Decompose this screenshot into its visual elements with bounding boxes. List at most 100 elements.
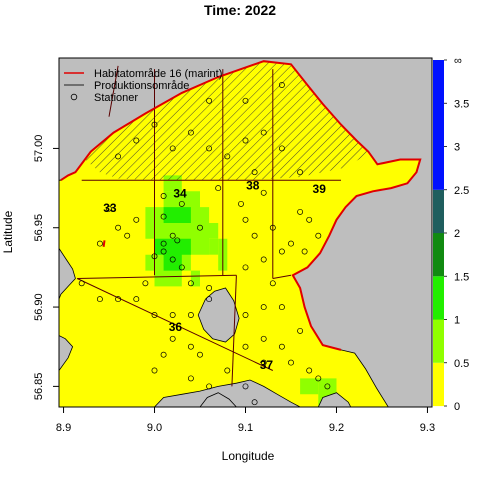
station-point: [206, 145, 213, 152]
colorbar-segment: [433, 233, 444, 277]
area-label: 37: [260, 358, 274, 372]
station-point: [288, 359, 294, 366]
station-point: [242, 137, 249, 144]
station-point: [242, 216, 249, 223]
station-point: [197, 351, 203, 358]
station-point: [297, 208, 304, 215]
station-point: [133, 216, 140, 223]
x-axis: 8.9 9.0 9.1 9.2 9.3: [56, 407, 435, 434]
station-point: [151, 367, 158, 374]
station-point: [215, 185, 222, 192]
y-tick-label: 56.90: [33, 293, 45, 321]
station-point: [260, 189, 267, 196]
land-region: [199, 392, 237, 407]
habitat-boundary-line: [60, 60, 422, 351]
station-point: [306, 216, 313, 223]
station-point: [160, 193, 167, 199]
fill-cell: [163, 207, 191, 223]
station-point: [160, 240, 167, 247]
station-point: [187, 375, 194, 382]
station-point: [269, 224, 276, 231]
station-point: [178, 200, 185, 207]
fill-cell: [209, 238, 219, 255]
station-point: [242, 312, 249, 318]
station-point: [115, 153, 122, 160]
land-region: [153, 379, 301, 407]
colorbar-segment: [433, 362, 444, 407]
area-label: 39: [313, 182, 327, 196]
x-tick-label: 9.0: [147, 422, 162, 434]
plot-area: 33 34 38 39 36 37: [59, 58, 432, 407]
legend-entry-label: Stationer: [94, 92, 138, 104]
station-point: [206, 383, 213, 390]
area-label: 33: [103, 201, 117, 215]
legend-entry-label: Produktionsområde: [94, 80, 189, 92]
production-area-line: [76, 278, 274, 371]
station-point: [142, 280, 149, 287]
production-area-line: [108, 65, 119, 117]
habitat-boundary-line: [102, 240, 106, 247]
station-point: [106, 205, 112, 212]
station-point: [151, 312, 158, 318]
station-point: [315, 375, 322, 382]
production-area-lines: [76, 65, 341, 387]
colorbar-tick-label: 0.5: [454, 358, 469, 370]
station-point: [278, 82, 285, 88]
station-point: [238, 200, 244, 207]
colorbar-segment: [433, 319, 444, 363]
station-point: [187, 280, 194, 287]
fill-cell: [154, 238, 191, 271]
chart-title: Time: 2022: [204, 2, 276, 18]
station-point: [133, 296, 140, 303]
station-point: [151, 121, 158, 128]
x-tick-label: 9.1: [238, 422, 253, 434]
fill-cell: [145, 207, 155, 223]
colorbar-tick-label: 1.5: [454, 271, 469, 283]
station-point: [206, 97, 213, 104]
station-point: [133, 137, 140, 144]
y-axis: 56.85 56.90 56.95 57.00: [33, 135, 59, 400]
x-tick-label: 9.2: [329, 422, 344, 434]
station-point: [278, 248, 285, 255]
concentration-fill-layer: [145, 175, 337, 407]
colorbar: 0 0.5 1 1.5 2 2.5 3 3.5 ∞: [433, 55, 469, 413]
area-label: 36: [169, 320, 183, 334]
station-point: [169, 312, 176, 318]
station-point: [160, 351, 167, 358]
station-point: [251, 232, 258, 239]
station-point: [251, 399, 258, 406]
production-area-line: [77, 274, 237, 279]
station-point: [297, 327, 304, 334]
area-labels-layer: 33 34 38 39 36 37: [103, 179, 326, 372]
stations-layer: [78, 82, 331, 406]
station-point: [242, 343, 249, 350]
station-point: [224, 367, 231, 374]
station-point: [187, 343, 194, 350]
x-axis-label: Longitude: [222, 449, 275, 463]
legend-entry-label: Habitatområde 16 (marint): [94, 68, 222, 80]
colorbar-tick-label: ∞: [454, 55, 462, 67]
colorbar-tick-label: 3: [454, 142, 460, 154]
y-axis-label: Latitude: [1, 210, 15, 253]
station-point: [269, 280, 276, 287]
station-point: [315, 232, 322, 239]
x-tick-label: 9.3: [420, 422, 435, 434]
land-region: [59, 335, 74, 372]
station-point: [260, 359, 267, 366]
station-point: [242, 97, 249, 104]
fill-cell: [190, 270, 200, 287]
colorbar-tick-label: 3.5: [454, 98, 469, 110]
station-point: [169, 232, 176, 239]
station-point: [174, 237, 181, 244]
station-point: [242, 264, 249, 271]
station-point: [160, 213, 167, 220]
station-point: [251, 169, 258, 176]
colorbar-segment: [433, 60, 444, 190]
station-point: [206, 285, 213, 291]
station-point: [96, 240, 103, 247]
legend: Habitatområde 16 (marint)Produktionsområ…: [64, 68, 222, 104]
habitat-boundary-layer: [60, 60, 422, 351]
area-label: 38: [246, 179, 260, 193]
colorbar-tick-label: 2.5: [454, 185, 469, 197]
